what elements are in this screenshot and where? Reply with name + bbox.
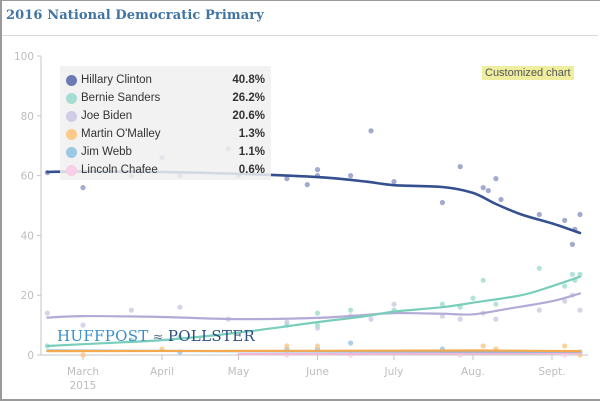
poll-point[interactable] (577, 211, 583, 218)
poll-point[interactable] (128, 307, 134, 313)
y-tick-label: 20 (21, 290, 34, 302)
poll-point[interactable] (577, 271, 583, 277)
poll-point[interactable] (80, 352, 86, 358)
trend-line-martin-o-malley[interactable] (46, 349, 582, 353)
legend-value: 1.1% (238, 146, 265, 158)
poll-point[interactable] (457, 316, 463, 322)
poll-point[interactable] (536, 211, 542, 218)
poll-point[interactable] (80, 185, 86, 191)
legend-item-chafee[interactable]: Lincoln Chafee 0.6% (66, 161, 265, 179)
poll-point[interactable] (439, 199, 445, 206)
legend-label: Jim Webb (81, 146, 132, 158)
legend-value: 40.8% (232, 74, 265, 86)
x-tick-label: Sept. (538, 366, 565, 378)
x-tick-label: March (67, 366, 99, 378)
poll-point[interactable] (493, 301, 499, 307)
legend-label: Martin O'Malley (81, 128, 161, 140)
legend-label: Hillary Clinton (81, 74, 152, 86)
poll-point[interactable] (485, 188, 491, 194)
huffpost-pollster-logo[interactable]: HUFFPOST ≈ POLLSTER (57, 327, 255, 345)
legend-item-omalley[interactable]: Martin O'Malley 1.3% (66, 125, 265, 143)
poll-point[interactable] (44, 310, 50, 316)
legend-swatch-icon (66, 110, 77, 122)
trend-line-joe-biden[interactable] (46, 292, 582, 321)
legend: Hillary Clinton 40.8% Bernie Sanders 26.… (60, 66, 271, 180)
poll-point[interactable] (368, 316, 374, 322)
legend-label: Lincoln Chafee (81, 164, 158, 176)
poll-point[interactable] (457, 164, 463, 170)
x-tick-label: April (150, 366, 174, 378)
poll-point[interactable] (314, 322, 321, 328)
poll-point[interactable] (284, 343, 290, 349)
x-tick-label: May (228, 366, 250, 378)
y-tick-label: 40 (21, 230, 34, 242)
poll-point[interactable] (470, 295, 476, 301)
y-tick-label: 100 (14, 51, 34, 63)
watermark-left: HUFFPOST (57, 327, 149, 345)
poll-point[interactable] (304, 182, 310, 188)
poll-point[interactable] (284, 176, 290, 182)
poll-point[interactable] (569, 271, 576, 277)
x-tick-label: June (305, 366, 329, 378)
poll-point[interactable] (348, 307, 354, 313)
wave-icon: ≈ (152, 330, 164, 345)
legend-value: 1.3% (238, 128, 265, 140)
poll-point[interactable] (577, 307, 583, 313)
legend-value: 20.6% (232, 110, 265, 122)
poll-point[interactable] (536, 307, 542, 313)
poll-point[interactable] (562, 217, 568, 223)
poll-point[interactable] (177, 304, 183, 310)
legend-swatch-icon (66, 164, 77, 176)
legend-item-biden[interactable]: Joe Biden 20.6% (66, 107, 265, 125)
poll-point[interactable] (391, 301, 397, 307)
legend-value: 26.2% (232, 92, 265, 104)
x-tick-label: July (384, 366, 404, 378)
poll-point[interactable] (314, 310, 321, 316)
poll-point[interactable] (493, 316, 499, 322)
legend-swatch-icon (66, 74, 77, 86)
poll-point[interactable] (493, 176, 499, 182)
poll-point[interactable] (562, 283, 568, 289)
poll-point[interactable] (439, 301, 445, 307)
poll-point[interactable] (391, 179, 397, 185)
poll-point[interactable] (498, 196, 504, 203)
poll-point[interactable] (569, 241, 576, 247)
poll-point[interactable] (368, 128, 374, 134)
poll-point[interactable] (348, 173, 354, 179)
y-tick-label: 0 (27, 350, 34, 362)
trend-line-hillary-clinton[interactable] (46, 170, 582, 235)
watermark-right: POLLSTER (167, 327, 256, 345)
legend-swatch-icon (66, 92, 77, 104)
trend-line-lincoln-chafee[interactable] (237, 352, 582, 356)
poll-point[interactable] (480, 277, 486, 283)
y-tick-label: 60 (21, 171, 34, 183)
poll-point[interactable] (348, 340, 354, 346)
x-tick-sublabel: 2015 (70, 380, 97, 392)
legend-value: 0.6% (238, 164, 265, 176)
legend-label: Joe Biden (81, 110, 133, 122)
legend-item-webb[interactable]: Jim Webb 1.1% (66, 143, 265, 161)
customized-chart-badge: Customized chart (482, 66, 574, 80)
poll-point[interactable] (562, 298, 568, 304)
trend-line-bernie-sanders[interactable] (46, 275, 582, 348)
legend-label: Bernie Sanders (81, 92, 161, 104)
poll-point[interactable] (314, 343, 321, 349)
poll-point[interactable] (480, 185, 486, 191)
legend-swatch-icon (66, 146, 77, 158)
y-tick-label: 80 (21, 111, 34, 123)
legend-item-sanders[interactable]: Bernie Sanders 26.2% (66, 89, 265, 107)
page-title: 2016 National Democratic Primary (6, 8, 264, 23)
poll-point[interactable] (536, 265, 542, 271)
x-tick-label: Aug. (461, 366, 485, 378)
legend-swatch-icon (66, 128, 77, 140)
title-divider (2, 35, 598, 36)
poll-point[interactable] (480, 343, 486, 349)
legend-item-clinton[interactable]: Hillary Clinton 40.8% (66, 71, 265, 89)
poll-point[interactable] (80, 322, 86, 328)
poll-point[interactable] (314, 167, 321, 173)
poll-point[interactable] (562, 343, 568, 349)
